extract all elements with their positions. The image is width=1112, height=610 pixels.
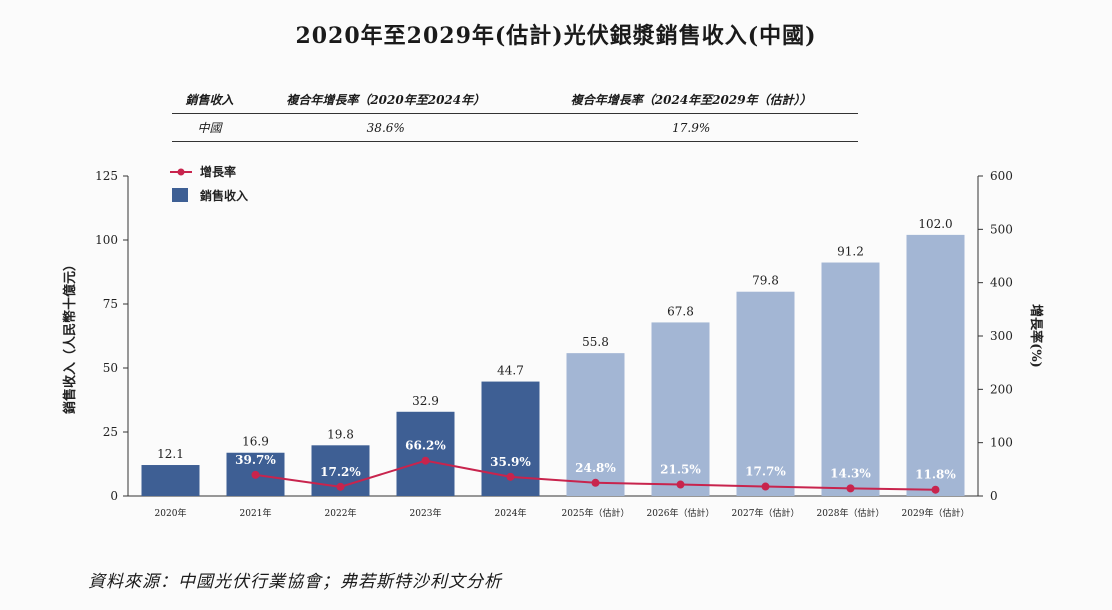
bar <box>736 291 795 496</box>
y-axis-title: 銷售收入（人民幣十億元） <box>62 258 78 414</box>
x-tick-label: 2023年 <box>410 507 442 519</box>
y-tick-label: 100 <box>95 233 118 247</box>
source-note: 資料來源：中國光伏行業協會；弗若斯特沙利文分析 <box>88 572 502 592</box>
bar-value-label: 19.8 <box>327 427 354 441</box>
growth-rate-label: 14.3% <box>830 466 871 480</box>
growth-rate-label: 24.8% <box>575 461 616 475</box>
bar-value-label: 91.2 <box>837 245 864 259</box>
growth-rate-label: 17.2% <box>320 465 361 479</box>
y-tick-label: 0 <box>110 489 118 503</box>
growth-rate-point <box>251 470 260 479</box>
y-tick-label: 125 <box>95 169 118 183</box>
growth-rate-point <box>676 480 685 489</box>
x-tick-label: 2022年 <box>325 507 357 519</box>
x-tick-label: 2026年（估計） <box>647 507 715 519</box>
y-tick-label: 50 <box>103 361 118 375</box>
growth-rate-label: 39.7% <box>235 453 276 467</box>
cagr-cell: 17.9% <box>672 120 711 135</box>
growth-rate-label: 21.5% <box>660 463 701 477</box>
bar-value-label: 55.8 <box>582 335 609 349</box>
growth-rate-label: 35.9% <box>490 455 531 469</box>
growth-rate-label: 11.8% <box>915 468 956 482</box>
bar <box>141 465 200 496</box>
bar <box>821 262 880 496</box>
cagr-cell: 中國 <box>197 121 222 135</box>
x-tick-label: 2029年（估計） <box>902 507 970 519</box>
bar <box>566 353 625 496</box>
legend-line-marker <box>177 168 185 176</box>
growth-rate-point <box>591 478 600 487</box>
chart-title: 2020年至2029年(估計)光伏銀漿銷售收入(中國) <box>295 23 817 49</box>
legend-bar-swatch <box>172 188 188 202</box>
y-tick-label: 75 <box>103 297 118 311</box>
y2-tick-label: 200 <box>990 382 1013 396</box>
cagr-header-cell: 銷售收入 <box>185 93 234 107</box>
x-tick-label: 2020年 <box>155 507 187 519</box>
y2-tick-label: 600 <box>990 169 1013 183</box>
y2-tick-label: 400 <box>990 276 1013 290</box>
cagr-header-row: 銷售收入 複合年增長率（2020年至2024年） 複合年增長率（2024年至20… <box>172 86 858 114</box>
growth-rate-point <box>506 472 515 481</box>
y2-tick-label: 500 <box>990 222 1013 236</box>
bar-value-label: 44.7 <box>497 364 524 378</box>
bar-value-label: 12.1 <box>157 447 184 461</box>
growth-rate-point <box>761 482 770 491</box>
y2-tick-label: 100 <box>990 436 1013 450</box>
x-tick-label: 2024年 <box>495 507 527 519</box>
cagr-table: 銷售收入 複合年增長率（2020年至2024年） 複合年增長率（2024年至20… <box>172 86 858 142</box>
bar <box>651 322 710 496</box>
growth-rate-point <box>846 484 855 493</box>
cagr-header-cell: 複合年增長率（2024年至2029年（估計）） <box>570 93 812 107</box>
y2-tick-label: 300 <box>990 329 1013 343</box>
y2-tick-label: 0 <box>990 489 998 503</box>
cagr-header-cell: 複合年增長率（2020年至2024年） <box>286 93 486 107</box>
cagr-row: 中國 38.6% 17.9% <box>172 114 858 142</box>
growth-rate-point <box>931 485 940 494</box>
legend-bar-label: 銷售收入 <box>200 188 248 203</box>
bar-value-label: 67.8 <box>667 304 694 318</box>
legend-line-label: 增長率 <box>200 164 236 179</box>
x-tick-label: 2027年（估計） <box>732 507 800 519</box>
y-tick-label: 25 <box>103 425 118 439</box>
bar <box>906 234 965 496</box>
growth-rate-label: 66.2% <box>405 439 446 453</box>
growth-rate-point <box>421 456 430 465</box>
growth-rate-label: 17.7% <box>745 465 786 479</box>
cagr-cell: 38.6% <box>366 120 405 135</box>
x-tick-label: 2028年（估計） <box>817 507 885 519</box>
bar-value-label: 32.9 <box>412 394 439 408</box>
growth-rate-point <box>336 482 345 491</box>
bar-value-label: 79.8 <box>752 274 779 288</box>
bar-line-chart: 0 25 50 75 100 125 0 100 200 300 400 500 600 銷售收入（人民幣… <box>62 164 1044 519</box>
y2-axis-title: 增長率(%) <box>1028 304 1044 368</box>
bar-value-label: 102.0 <box>918 217 952 231</box>
x-tick-label: 2025年（估計） <box>562 507 630 519</box>
bar-value-label: 16.9 <box>242 435 269 449</box>
bar <box>396 411 455 496</box>
x-tick-label: 2021年 <box>240 507 272 519</box>
